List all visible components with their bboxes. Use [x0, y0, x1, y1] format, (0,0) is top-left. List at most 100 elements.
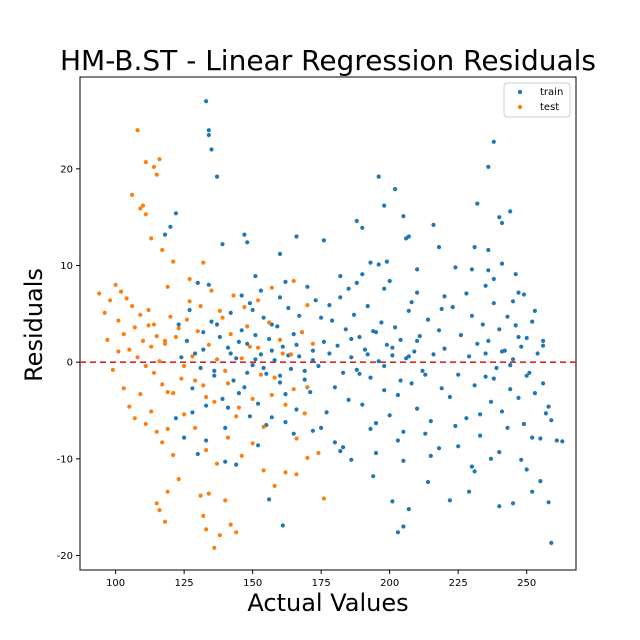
train-point: [488, 399, 494, 404]
chart-title: HM-B.ST - Linear Regression Residuals: [60, 44, 596, 77]
train-point: [310, 428, 315, 433]
train-point: [453, 423, 458, 429]
train-point: [510, 357, 516, 362]
test-point: [245, 324, 250, 329]
train-point: [335, 343, 340, 348]
test-point: [154, 501, 159, 506]
train-point: [201, 330, 206, 335]
test-point: [162, 341, 168, 346]
y-axis: -20 -10 0 10 20: [57, 164, 80, 562]
train-point: [302, 368, 307, 373]
train-point: [513, 323, 518, 328]
test-point: [217, 533, 222, 538]
train-point: [354, 280, 359, 285]
test-point: [127, 347, 132, 352]
test-point: [110, 367, 115, 372]
test-point: [157, 359, 162, 364]
test-point: [269, 392, 274, 398]
train-point: [530, 489, 535, 494]
train-point: [182, 435, 187, 440]
train-point: [305, 284, 310, 289]
test-point: [239, 356, 244, 361]
train-point: [214, 174, 220, 179]
test-point: [291, 278, 296, 284]
train-point: [261, 365, 266, 371]
test-point: [204, 527, 209, 532]
train-point: [269, 415, 274, 420]
train-point: [497, 327, 502, 332]
train-point: [261, 315, 266, 320]
test-point: [256, 298, 261, 303]
test-point: [225, 435, 231, 440]
train-point: [510, 299, 516, 304]
train-point: [415, 406, 420, 411]
train-point: [546, 404, 551, 409]
test-point: [116, 318, 121, 323]
train-point: [349, 336, 354, 342]
train-point: [395, 438, 400, 443]
test-point: [250, 396, 255, 401]
train-point: [341, 445, 346, 450]
test-point: [149, 344, 154, 349]
test-point: [187, 276, 192, 282]
train-point: [472, 383, 477, 388]
test-point: [195, 329, 200, 334]
train-point: [371, 474, 376, 479]
test-point: [171, 452, 176, 458]
test-point: [140, 338, 146, 343]
train-point: [324, 410, 329, 415]
test-point: [236, 405, 241, 410]
train-point: [458, 333, 463, 338]
train-point: [338, 274, 343, 279]
train-point: [499, 349, 505, 354]
train-point: [382, 363, 387, 369]
train-point: [253, 357, 258, 362]
test-point: [198, 493, 203, 498]
train-point: [239, 293, 244, 298]
train-point: [302, 377, 307, 382]
test-point: [190, 354, 195, 359]
test-point: [165, 390, 170, 395]
train-point: [346, 397, 351, 402]
train-point: [294, 234, 299, 239]
train-point: [176, 322, 181, 327]
train-point: [234, 462, 239, 467]
train-point: [406, 354, 411, 359]
train-point: [250, 307, 255, 313]
train-point: [450, 305, 455, 310]
test-point: [130, 192, 135, 197]
train-point: [472, 469, 477, 474]
test-point: [261, 424, 266, 429]
y-tick-label: 0: [67, 358, 73, 369]
test-point: [272, 375, 277, 380]
train-point: [277, 251, 283, 256]
train-point: [524, 373, 529, 378]
train-point: [516, 395, 521, 400]
train-point: [521, 421, 527, 427]
train-point: [488, 456, 494, 461]
train-point: [368, 260, 373, 265]
train-point: [538, 479, 543, 484]
test-point: [206, 491, 211, 496]
train-point: [376, 174, 381, 179]
train-point: [491, 276, 496, 282]
train-point: [346, 286, 351, 291]
train-point: [168, 224, 173, 229]
test-point: [212, 545, 217, 550]
test-point: [256, 345, 261, 350]
test-point: [269, 285, 274, 290]
train-point: [535, 351, 540, 356]
test-point: [162, 519, 168, 524]
test-point: [209, 288, 214, 293]
test-point: [97, 291, 102, 296]
train-point: [360, 272, 365, 277]
test-point: [291, 387, 296, 392]
test-point: [160, 382, 165, 387]
y-tick-label: 10: [60, 261, 73, 272]
train-point: [387, 278, 392, 284]
train-point: [464, 416, 469, 421]
train-point: [387, 413, 392, 418]
train-point: [423, 431, 428, 436]
train-point: [327, 303, 332, 308]
test-point: [138, 392, 143, 397]
